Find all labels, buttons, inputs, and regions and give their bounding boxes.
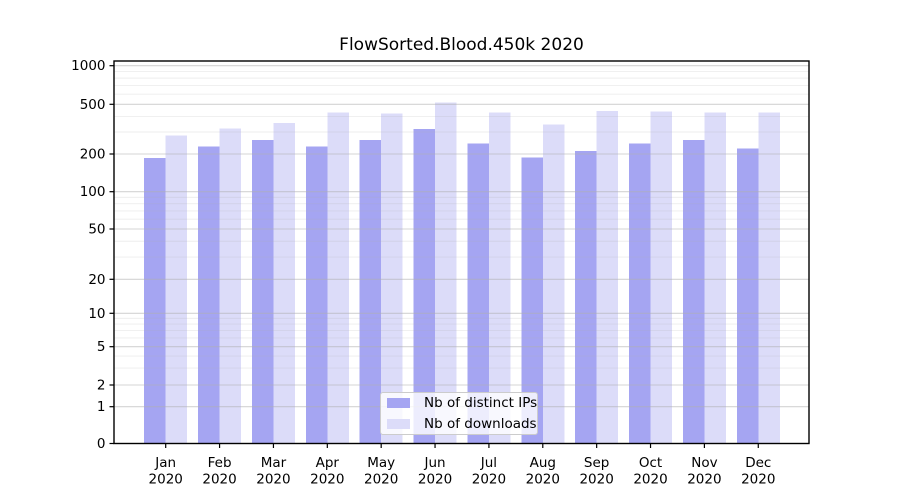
bar-distinct-ips-oct (629, 143, 651, 444)
bar-downloads-nov (704, 112, 726, 444)
bar-downloads-aug (542, 124, 565, 444)
x-tick-label-month: Feb (208, 455, 232, 471)
bar-distinct-ips-sep (575, 150, 597, 444)
x-tick-label-year: 2020 (741, 472, 775, 488)
axes-spines (113, 60, 810, 445)
bar-downloads-apr (327, 112, 349, 444)
y-tick-label: 500 (80, 97, 106, 113)
legend-swatch-distinct-ips (387, 397, 410, 408)
bar-distinct-ips-apr (305, 146, 328, 444)
y-tick-label: 2 (97, 378, 106, 394)
bar-downloads-feb (219, 128, 242, 444)
legend: Nb of distinct IPs Nb of downloads (380, 391, 538, 435)
x-tick-label-month: Sep (584, 455, 609, 471)
bar-downloads-may (381, 113, 403, 444)
x-tick-label-year: 2020 (202, 472, 236, 488)
y-tick-label: 1000 (71, 58, 105, 74)
bar-downloads-jul (488, 112, 511, 444)
x-tick-label-month: Jan (154, 455, 176, 471)
bar-distinct-ips-jan (144, 157, 166, 444)
x-tick-label-month: Jun (424, 455, 446, 471)
x-tick-label-month: Aug (530, 455, 556, 471)
bar-downloads-mar (273, 123, 295, 444)
y-tick-label: 0 (97, 436, 106, 452)
chart-title: FlowSorted.Blood.450k 2020 (339, 35, 584, 55)
legend-label-distinct-ips: Nb of distinct IPs (424, 394, 538, 411)
x-tick-label-month: Mar (261, 455, 287, 471)
y-tick-label: 100 (80, 184, 106, 200)
y-tick-label: 20 (88, 272, 105, 288)
y-tick-label: 10 (88, 306, 105, 322)
bar-downloads-jan (165, 135, 188, 444)
x-tick-label-year: 2020 (472, 472, 506, 488)
legend-item-downloads: Nb of downloads (387, 416, 537, 432)
y-tick-label: 5 (97, 339, 106, 355)
x-tick-label-month: Apr (316, 455, 340, 471)
x-tick-label-month: Dec (745, 455, 771, 471)
bar-downloads-sep (596, 111, 619, 444)
x-tick-label-month: Jul (480, 455, 497, 471)
bar-distinct-ips-feb (198, 146, 220, 444)
bar-downloads-dec (758, 112, 780, 444)
legend-item-distinct-ips: Nb of distinct IPs (387, 395, 537, 411)
legend-swatch-downloads (387, 418, 410, 429)
bar-distinct-ips-may (359, 140, 382, 444)
y-tick-label: 50 (88, 222, 105, 238)
x-tick-label-year: 2020 (364, 472, 398, 488)
bar-distinct-ips-jul (467, 143, 489, 444)
x-tick-label-year: 2020 (633, 472, 667, 488)
bar-downloads-jun (435, 102, 457, 444)
y-tick-label: 200 (80, 147, 106, 163)
x-tick-label-year: 2020 (310, 472, 344, 488)
x-tick-label-month: May (367, 455, 395, 471)
x-tick-label-year: 2020 (687, 472, 721, 488)
x-tick-label-month: Nov (691, 455, 717, 471)
bar-distinct-ips-dec (736, 148, 759, 444)
x-tick-label-year: 2020 (526, 472, 560, 488)
x-tick-label-year: 2020 (418, 472, 452, 488)
bar-downloads-oct (650, 111, 673, 444)
x-tick-label-month: Oct (639, 455, 662, 471)
x-tick-label-year: 2020 (149, 472, 183, 488)
x-tick-label-year: 2020 (579, 472, 613, 488)
bar-distinct-ips-jun (413, 128, 436, 444)
bar-distinct-ips-mar (251, 139, 274, 444)
x-tick-label-year: 2020 (256, 472, 290, 488)
bar-distinct-ips-nov (682, 139, 705, 444)
y-tick-label: 1 (97, 399, 106, 415)
legend-label-downloads: Nb of downloads (424, 415, 537, 432)
